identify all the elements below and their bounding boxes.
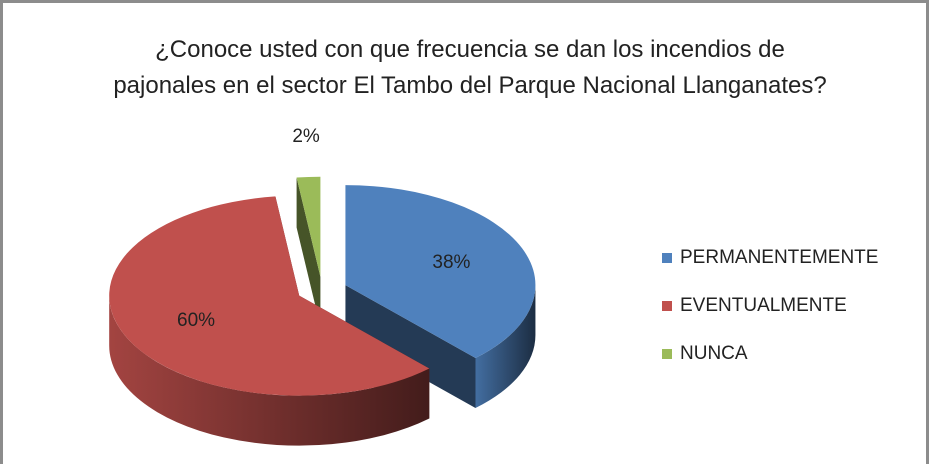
legend-swatch [662,301,672,311]
slice [345,185,536,359]
slice-wall [475,285,536,409]
data-label: 60% [177,310,215,331]
slice-side [345,285,476,409]
legend-swatch [662,349,672,359]
legend-label: EVENTUALMENTE [680,295,847,316]
data-label: 2% [292,126,320,147]
legend-swatch [662,253,672,263]
slice-side [296,177,321,327]
slice-wall [109,295,430,446]
legend-label: PERMANENTEMENTE [680,247,878,268]
legend-label: NUNCA [680,343,748,364]
slice [109,196,430,396]
data-label: 38% [432,252,470,273]
chart-title: ¿Conoce usted con que frecuencia se dan … [113,36,827,99]
slice [296,176,321,277]
